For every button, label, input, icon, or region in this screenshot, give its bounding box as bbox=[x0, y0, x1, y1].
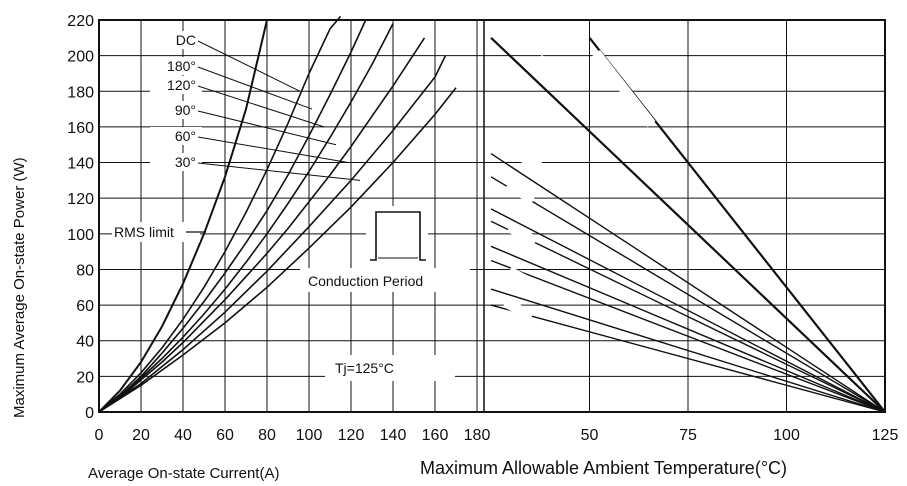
y-tick-label: 180 bbox=[67, 84, 94, 101]
series-lines bbox=[98, 15, 886, 413]
x-axis-label-right: Maximum Allowable Ambient Temperature(°C… bbox=[420, 458, 787, 478]
tj-label: Tj=125°C bbox=[335, 360, 394, 376]
rms-limit-label: RMS limit bbox=[114, 224, 174, 240]
x-tick-label-right: 100 bbox=[773, 427, 800, 444]
derating-line bbox=[490, 37, 886, 413]
power-curve-line bbox=[98, 87, 457, 413]
curve-label-mask bbox=[506, 266, 539, 290]
legend-label-mask bbox=[150, 101, 202, 119]
y-tick-label: 160 bbox=[67, 120, 94, 137]
power-curve-line bbox=[98, 23, 394, 413]
power-curve-line bbox=[98, 19, 268, 413]
legend-leader-line bbox=[197, 136, 349, 164]
y-tick-label: 0 bbox=[85, 405, 94, 422]
y-tick-label: 80 bbox=[76, 262, 94, 279]
legend-leader-line bbox=[197, 40, 301, 92]
x-tick-label-left: 160 bbox=[422, 427, 449, 444]
legend-label: 180° bbox=[167, 58, 196, 74]
x-tick-label-right: 125 bbox=[872, 427, 899, 444]
legend-label: 120° bbox=[167, 77, 196, 93]
annotations: RMS limit Conduction Period Tj=125°C bbox=[112, 206, 470, 381]
x-tick-label-left: 0 bbox=[95, 427, 104, 444]
tick-labels: 0 20 40 60 80 100 120 140 160 180 200 220 0 20 40 60 80 1… bbox=[67, 13, 898, 444]
y-tick-label: 200 bbox=[67, 49, 94, 66]
derating-line bbox=[490, 153, 886, 413]
y-axis-label: Maximum Average On-state Power (W) bbox=[11, 157, 28, 418]
power-curve-line bbox=[98, 55, 447, 413]
legend-label-mask bbox=[150, 57, 202, 75]
x-tick-label-left: 80 bbox=[258, 427, 276, 444]
y-tick-label: 220 bbox=[67, 13, 94, 30]
curve-label-mask bbox=[504, 314, 537, 338]
legend-label-mask bbox=[150, 31, 202, 49]
derating-line bbox=[490, 220, 886, 413]
legend-leader-line bbox=[197, 85, 325, 128]
y-tick-label: 100 bbox=[67, 227, 94, 244]
x-tick-label-left: 140 bbox=[380, 427, 407, 444]
x-tick-label-right: 50 bbox=[581, 427, 599, 444]
grid-lines bbox=[98, 19, 886, 413]
legend-leader-line bbox=[197, 66, 313, 110]
angle-legend: DC 180° 120° 90° 60° 30° bbox=[150, 31, 361, 181]
y-tick-label: 20 bbox=[76, 369, 94, 386]
power-curve-line bbox=[98, 15, 342, 413]
x-tick-label-left: 40 bbox=[174, 427, 192, 444]
x-tick-label-left: 120 bbox=[338, 427, 365, 444]
legend-leader-line bbox=[197, 162, 361, 181]
conduction-waveform-icon bbox=[370, 211, 426, 261]
y-tick-label: 120 bbox=[67, 191, 94, 208]
curve-label-mask bbox=[536, 54, 569, 78]
legend-leader-line bbox=[197, 110, 337, 146]
plot-frame bbox=[98, 19, 886, 413]
legend-label-mask bbox=[150, 153, 202, 171]
curve-label-mask-top bbox=[592, 50, 656, 128]
curve-label-mask bbox=[508, 96, 541, 120]
legend-label: 30° bbox=[175, 154, 196, 170]
legend-label: 60° bbox=[175, 128, 196, 144]
derating-line bbox=[490, 288, 886, 413]
curve-label-mask bbox=[506, 222, 539, 246]
curve-label-mask bbox=[502, 297, 535, 321]
x-tick-label-left: 60 bbox=[216, 427, 234, 444]
legend-label: DC bbox=[176, 32, 196, 48]
x-axis-label-left: Average On-state Current(A) bbox=[88, 465, 279, 482]
power-curve-line bbox=[98, 19, 367, 413]
legend-label-mask bbox=[150, 127, 202, 145]
derating-line bbox=[490, 259, 886, 413]
derating-line bbox=[490, 304, 886, 413]
x-tick-label-left: 20 bbox=[132, 427, 150, 444]
derating-line bbox=[490, 208, 886, 413]
y-tick-label: 140 bbox=[67, 156, 94, 173]
derating-line bbox=[490, 245, 886, 413]
power-curve-line bbox=[98, 37, 426, 413]
legend-label-mask bbox=[150, 76, 202, 94]
conduction-period-label: Conduction Period bbox=[308, 273, 423, 289]
x-tick-label-left: 180 bbox=[464, 427, 491, 444]
annotation-mask-conduction bbox=[300, 268, 470, 292]
curve-label-mask bbox=[510, 147, 543, 171]
legend-label: 90° bbox=[175, 102, 196, 118]
curve-label-mask bbox=[504, 180, 537, 204]
derating-line bbox=[490, 176, 886, 413]
annotation-mask-rms bbox=[112, 222, 200, 242]
curve-label-mask bbox=[504, 234, 537, 258]
annotation-mask-tj bbox=[325, 355, 455, 381]
x-tick-label-left: 100 bbox=[296, 427, 323, 444]
y-tick-label: 60 bbox=[76, 298, 94, 315]
y-tick-label: 40 bbox=[76, 334, 94, 351]
x-tick-label-right: 75 bbox=[679, 427, 697, 444]
temperature-curve-labels bbox=[502, 50, 656, 338]
